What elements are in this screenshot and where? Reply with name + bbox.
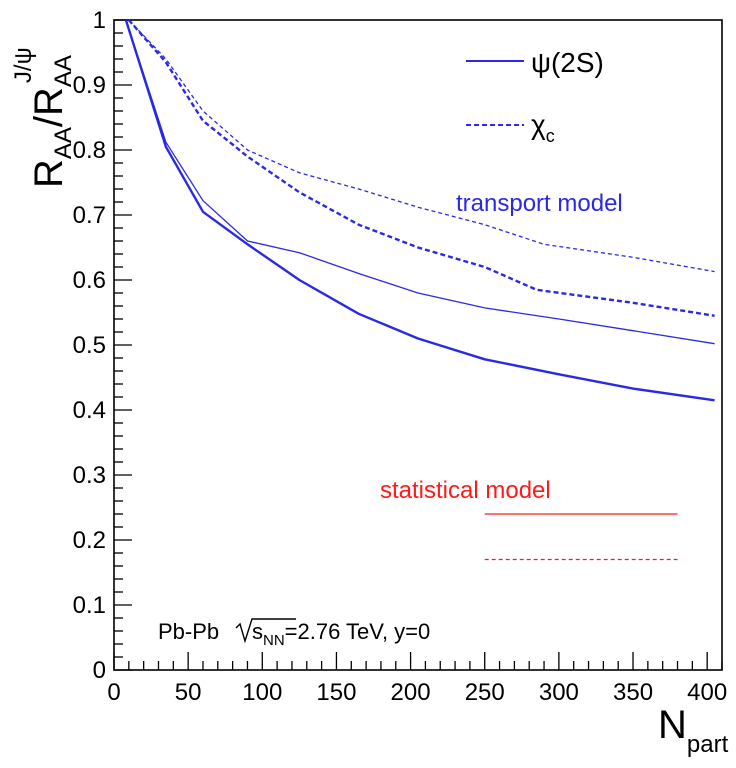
x-tick-label: 250	[465, 679, 505, 706]
transport-model-label: transport model	[456, 190, 623, 217]
x-tick-label: 300	[539, 679, 579, 706]
transport-solid-thin-line	[125, 19, 715, 345]
x-tick-label: 200	[391, 679, 431, 706]
transport-dashed-thin-line	[128, 19, 715, 273]
y-tick-label: 0.2	[73, 527, 106, 554]
y-tick-label: 0.3	[73, 462, 106, 489]
y-axis-title: RAA/RAAJ/ψ	[10, 47, 77, 188]
series-lines	[124, 19, 715, 561]
x-tick-label: 150	[316, 679, 356, 706]
axis-ticks	[113, 19, 723, 671]
plot-frame	[113, 19, 723, 671]
statistical-model-label: statistical model	[380, 477, 551, 504]
legend: ψ(2S) χc	[466, 47, 604, 146]
svg-text:Pb-Pb: Pb-Pb	[158, 619, 231, 644]
x-tick-label: 100	[242, 679, 282, 706]
transport-solid-thick-line	[124, 19, 715, 402]
y-tick-label: 0.7	[73, 202, 106, 229]
x-tick-label: 400	[687, 679, 727, 706]
legend-label-chic: χc	[531, 109, 555, 146]
y-tick-label: 0.8	[73, 137, 106, 164]
collision-system-label: Pb-Pb sNN=2.76 TeV, y=0	[158, 618, 430, 649]
y-tick-label: 0.6	[73, 267, 106, 294]
sqrt-symbol	[235, 618, 296, 644]
x-tick-label: 0	[107, 679, 120, 706]
legend-label-psi2s: ψ(2S)	[531, 47, 604, 78]
y-tick-label: 0	[93, 657, 106, 684]
transport-dashed-thick-line	[127, 19, 715, 317]
x-axis-title: Npart	[658, 703, 729, 758]
y-tick-label: 0.4	[73, 397, 106, 424]
y-tick-label: 0.9	[73, 72, 106, 99]
x-tick-label: 50	[175, 679, 202, 706]
y-tick-label: 1	[93, 7, 106, 34]
y-tick-label: 0.5	[73, 332, 106, 359]
x-tick-label: 350	[613, 679, 653, 706]
y-tick-label: 0.1	[73, 592, 106, 619]
svg-text:sNN=2.76 TeV, y=0: sNN=2.76 TeV, y=0	[252, 619, 430, 649]
